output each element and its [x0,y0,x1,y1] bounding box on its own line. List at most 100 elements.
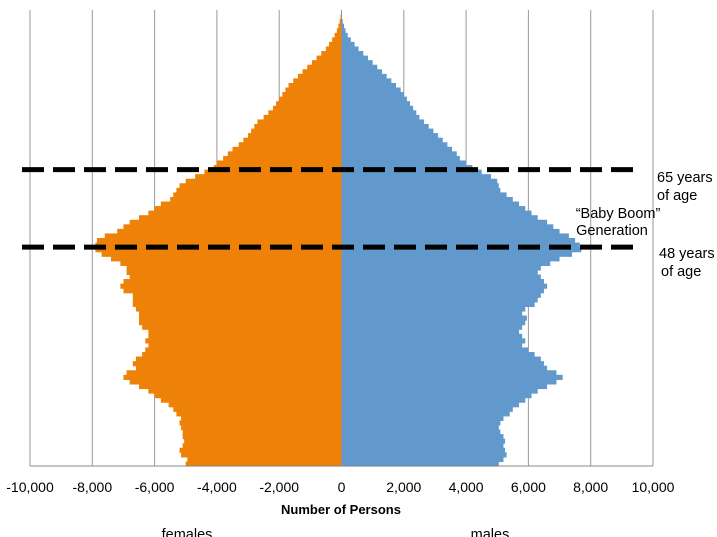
females-bar [311,60,342,66]
females-bar [117,228,342,235]
males-bar [341,101,411,107]
x-tick-label: -6,000 [135,479,175,495]
males-bar [341,279,544,285]
males-bar [341,64,378,70]
females-bar [232,146,342,152]
males-bar [341,51,364,57]
annotation-65-years-line1: 65 years [657,170,713,186]
males-bar [341,174,492,180]
males-bar [341,192,507,198]
females-bar [173,406,342,412]
males-bar [341,28,346,34]
females-bar [139,315,342,321]
males-bars [341,10,582,467]
females-bar [321,51,342,57]
females-bar [340,14,342,20]
males-bar [341,224,554,230]
males-bar [341,329,520,335]
x-tick-label: 10,000 [632,479,675,495]
x-tick-label: 6,000 [511,479,546,495]
females-bar [216,160,342,166]
females-bar [123,288,342,294]
males-bar [341,265,541,271]
males-bar [341,219,548,225]
females-bar [142,352,342,358]
females-bar [223,155,342,162]
males-bar [341,379,557,385]
x-tick-label: -8,000 [72,479,112,495]
males-bar [341,447,506,453]
annotation-65-years-line2: of age [657,188,697,204]
males-bar [341,370,557,376]
females-bar [243,137,342,143]
females-bar [173,192,342,198]
females-bar [182,443,342,449]
females-bar [336,28,342,34]
females-bar [123,224,342,230]
females-bar [135,365,342,371]
females-bar [176,411,342,417]
females-bar [126,370,342,376]
males-bar [341,256,560,262]
females-bar [120,260,342,266]
females-bar [123,374,342,380]
females-bar [148,333,342,339]
females-bar [329,41,342,48]
males-bar [341,306,526,312]
females-bar [179,420,342,426]
females-bar [139,383,342,390]
females-bar [145,347,342,353]
males-bar [341,333,523,339]
males-bar [341,297,538,303]
x-tick-label: -2,000 [259,479,299,495]
females-bar [135,356,342,362]
x-tick-label: 2,000 [386,479,421,495]
females-bar [168,402,342,408]
females-bars [95,10,342,467]
females-bar [279,96,342,102]
females-bar [160,201,342,207]
males-bar [341,206,526,212]
females-bar [135,306,342,312]
females-bar [139,310,342,317]
males-bar [341,292,541,298]
females-bar [181,415,342,421]
males-bar [341,73,387,79]
males-bar [341,82,397,89]
females-bar [132,297,342,303]
males-bar [341,37,351,43]
females-bar [170,196,342,203]
males-bar [341,383,548,390]
annotation-baby-boom-line2: Generation [576,223,648,239]
males-bar [341,201,520,207]
females-bar [297,73,342,79]
females-bar [129,219,342,225]
females-bar [316,55,342,61]
females-bar [95,247,342,253]
annotation-48-years-line2: of age [661,264,701,280]
females-bar [248,133,342,139]
males-bar [341,260,551,266]
females-bar [282,92,342,98]
females-bar [148,210,342,216]
males-bar [341,228,560,235]
females-bar [204,169,342,175]
males-bar [341,274,541,280]
males-bar [341,361,544,367]
females-bar [272,105,342,111]
females-bar [182,434,342,440]
males-bar [341,105,414,111]
females-bar [339,19,342,25]
x-axis-label: Number of Persons [281,502,401,517]
males-bar [341,365,548,371]
males-bar [341,434,504,440]
females-bar [148,388,342,394]
females-bar [96,238,342,244]
males-bar [341,23,344,29]
males-bar [341,183,499,189]
males-bar [341,342,523,349]
males-bar [341,19,343,25]
females-bar [132,361,342,367]
females-bar [181,452,342,458]
males-bar [341,142,448,148]
